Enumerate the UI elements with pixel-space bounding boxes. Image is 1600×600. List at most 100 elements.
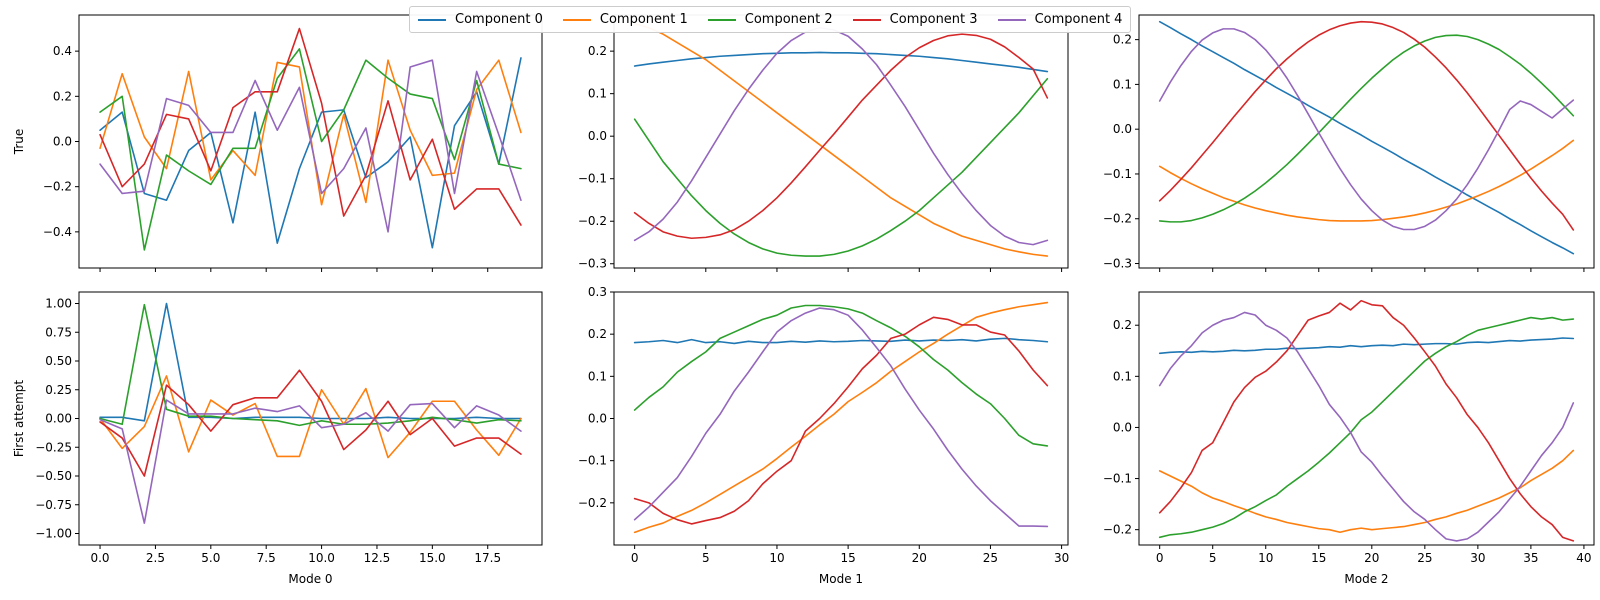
y-tick-label: −1.00 xyxy=(35,527,72,541)
y-tick-label: 0.0 xyxy=(1113,420,1132,434)
legend-label: Component 3 xyxy=(889,12,978,27)
series-line xyxy=(633,51,1049,73)
y-tick-label: 0.0 xyxy=(588,129,607,143)
plot-frame xyxy=(613,291,1069,546)
x-axis-label: Mode 1 xyxy=(819,572,863,586)
y-tick-label: 0.25 xyxy=(45,383,72,397)
chart-panel: 0 5 10 15 20 25 30 −0.2 −0.1 0.0 0.1 0.2 0.3 Mode 1 xyxy=(578,285,1069,586)
x-tick-label: 15.0 xyxy=(419,551,446,565)
series-line xyxy=(633,307,1049,528)
y-tick-label: −0.2 xyxy=(578,214,607,228)
y-tick-label: −0.4 xyxy=(43,225,72,239)
series-line xyxy=(633,337,1049,345)
series-line xyxy=(99,48,522,251)
chart-panel: 0 5 10 15 20 25 30 35 40 −0.2 −0.1 0.0 0.1 0.2 Mode 2 xyxy=(1103,291,1595,586)
x-tick-label: 2.5 xyxy=(146,551,165,565)
row-label: True xyxy=(12,129,26,156)
series-line xyxy=(99,302,522,422)
y-tick-label: −0.1 xyxy=(578,454,607,468)
x-tick-label: 15 xyxy=(1311,551,1326,565)
series-line xyxy=(1158,139,1575,222)
x-tick-label: 20 xyxy=(912,551,927,565)
series-line xyxy=(1158,316,1575,539)
x-tick-label: 5 xyxy=(1209,551,1217,565)
chart-panel: 0.0 2.5 5.0 7.5 10.0 12.5 15.0 17.5 −1.00 −0.75 −0… xyxy=(12,291,543,586)
y-tick-label: 0.2 xyxy=(1113,33,1132,47)
series-line xyxy=(99,57,522,249)
series-line xyxy=(99,59,522,233)
x-tick-label: 35 xyxy=(1523,551,1538,565)
legend-item: Component 1 xyxy=(562,12,688,27)
y-tick-label: 0.0 xyxy=(53,135,72,149)
legend-item: Component 4 xyxy=(997,12,1123,27)
legend-swatch xyxy=(562,18,591,21)
x-tick-label: 20 xyxy=(1364,551,1379,565)
series-line xyxy=(1158,20,1575,231)
x-tick-label: 10.0 xyxy=(308,551,335,565)
series-line xyxy=(99,399,522,524)
chart-panel: −0.3 −0.2 −0.1 0.0 0.1 0.2 xyxy=(1103,14,1595,272)
y-tick-label: 0.1 xyxy=(588,369,607,383)
x-tick-label: 15 xyxy=(840,551,855,565)
y-tick-label: −0.2 xyxy=(578,496,607,510)
y-tick-label: 0.3 xyxy=(588,285,607,299)
series-line xyxy=(1158,28,1575,231)
x-tick-label: 25 xyxy=(1417,551,1432,565)
legend-label: Component 2 xyxy=(744,12,833,27)
x-tick-label: 10 xyxy=(769,551,784,565)
y-tick-label: 0.2 xyxy=(588,327,607,341)
x-axis-label: Mode 2 xyxy=(1344,572,1388,586)
legend-swatch xyxy=(707,18,736,21)
plot-frame xyxy=(1138,14,1595,269)
legend-label: Component 4 xyxy=(1034,12,1123,27)
series-line xyxy=(633,304,1049,447)
plot-frame xyxy=(1138,291,1595,546)
y-tick-label: −0.3 xyxy=(1103,257,1132,271)
series-line xyxy=(633,301,1049,534)
legend-item: Component 3 xyxy=(852,12,978,27)
series-line xyxy=(633,77,1049,257)
y-tick-label: 0.1 xyxy=(1113,77,1132,91)
y-tick-label: −0.2 xyxy=(43,180,72,194)
y-tick-label: −0.25 xyxy=(35,440,72,454)
x-tick-label: 30 xyxy=(1054,551,1069,565)
y-tick-label: −0.3 xyxy=(578,257,607,271)
series-line xyxy=(1158,337,1575,355)
legend-item: Component 0 xyxy=(418,12,543,27)
x-tick-label: 25 xyxy=(983,551,998,565)
x-tick-label: 5 xyxy=(702,551,710,565)
series-line xyxy=(99,369,522,477)
y-tick-label: 0.0 xyxy=(1113,122,1132,136)
legend-label: Component 0 xyxy=(455,12,543,27)
y-tick-label: 0.1 xyxy=(588,87,607,101)
x-axis-label: Mode 0 xyxy=(288,572,332,586)
y-tick-label: 1.00 xyxy=(45,297,72,311)
series-line xyxy=(1158,299,1575,542)
y-tick-label: −0.50 xyxy=(35,469,72,483)
legend-swatch xyxy=(852,18,881,21)
series-line xyxy=(1158,20,1575,255)
y-tick-label: 0.0 xyxy=(588,412,607,426)
y-tick-label: 0.75 xyxy=(45,325,72,339)
series-line xyxy=(633,33,1049,240)
legend-swatch xyxy=(418,18,446,21)
x-tick-label: 12.5 xyxy=(364,551,391,565)
series-line xyxy=(99,27,522,226)
x-tick-label: 7.5 xyxy=(257,551,276,565)
y-tick-label: 0.1 xyxy=(1113,369,1132,383)
x-tick-label: 0 xyxy=(1156,551,1164,565)
series-line xyxy=(1158,311,1575,542)
x-tick-label: 40 xyxy=(1576,551,1591,565)
x-tick-label: 30 xyxy=(1470,551,1485,565)
series-line xyxy=(99,303,522,427)
series-line xyxy=(633,316,1049,525)
series-line xyxy=(633,22,1049,257)
series-line xyxy=(1158,449,1575,534)
x-tick-label: 10 xyxy=(1258,551,1273,565)
x-tick-label: 5.0 xyxy=(201,551,220,565)
series-line xyxy=(633,26,1049,246)
x-tick-label: 17.5 xyxy=(474,551,501,565)
legend-item: Component 2 xyxy=(707,12,833,27)
legend-swatch xyxy=(997,18,1026,21)
